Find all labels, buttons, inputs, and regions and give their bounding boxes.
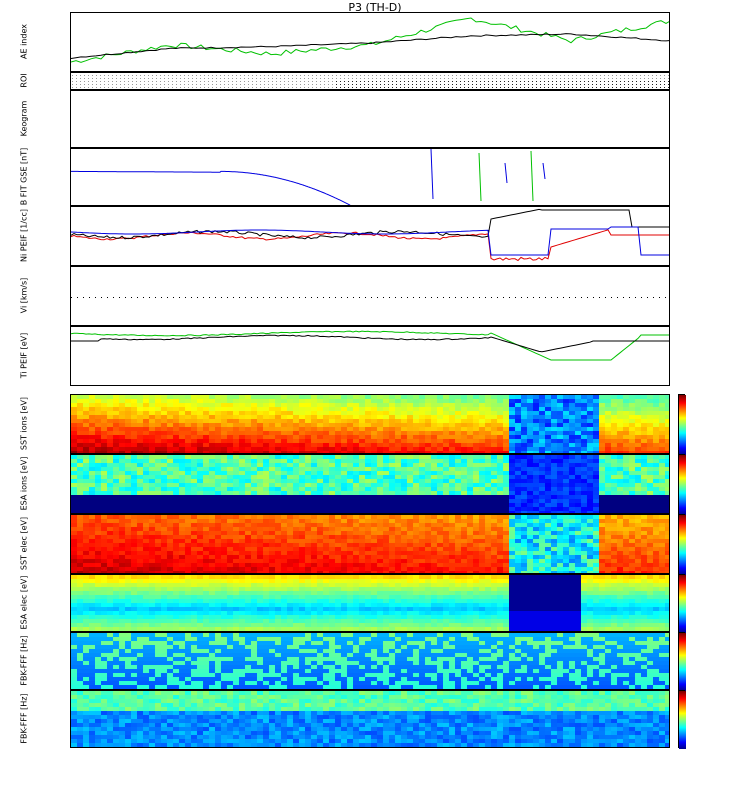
panel-ti (70, 326, 670, 386)
keogram-plot (71, 91, 670, 148)
ni-ylabel: Ni PEIF [1/cc] (19, 209, 29, 262)
panel-ni (70, 206, 670, 266)
panel-esa_elec (70, 574, 670, 632)
panel-keogram (70, 90, 670, 148)
sst_elec-plot (71, 515, 669, 573)
colorbar (678, 632, 686, 691)
panel-sst_ion (70, 394, 670, 454)
keogram-ylabel: Keogram (19, 100, 29, 137)
colorbar (678, 514, 686, 575)
panel-fbk_ffr (70, 690, 670, 748)
panel-roi (70, 72, 670, 90)
colorbar (678, 690, 686, 749)
colorbar (678, 394, 686, 455)
fbk_fff-ylabel: FBK-FFF [Hz] (19, 635, 29, 686)
roi-plot (72, 75, 669, 88)
fbk_ffr-plot (71, 691, 669, 747)
bfit-ylabel: B FIT GSE [nT] (19, 147, 29, 206)
fbk_ffr-ylabel: FBK-FFF [Hz] (19, 693, 29, 744)
sst_ion-ylabel: SST ions [eV] (19, 396, 29, 451)
colorbar (678, 574, 686, 633)
sst_ion-plot (71, 395, 669, 453)
sst_elec-ylabel: SST elec [eV] (19, 516, 29, 571)
ae-plot (71, 17, 669, 63)
esa_elec-plot (71, 575, 669, 631)
panel-fbk_fff (70, 632, 670, 690)
ni-plot (71, 208, 669, 262)
series-line-themis (71, 33, 669, 59)
ti-ylabel: Ti PEIF [eV] (19, 332, 29, 379)
series-line-kyoto (71, 17, 669, 63)
panel-esa_ion (70, 454, 670, 514)
esa_ion-plot (71, 455, 669, 513)
fbk_fff-plot (71, 633, 669, 689)
panel-sst_elec (70, 514, 670, 574)
panel-bfit (70, 148, 670, 206)
roi-ylabel: ROI (19, 73, 29, 88)
bfit-plot (71, 149, 546, 205)
ae-ylabel: AE index (19, 24, 29, 59)
vi-ylabel: Vi [km/s] (19, 277, 29, 314)
panel-vi (70, 266, 670, 326)
ti-plot (71, 330, 669, 361)
vi-plot (71, 297, 666, 298)
panel-ae (70, 12, 670, 72)
esa_elec-ylabel: ESA elec [eV] (19, 575, 29, 630)
esa_ion-ylabel: ESA ions [eV] (19, 456, 29, 511)
colorbar (678, 454, 686, 515)
plot-title: P3 (TH-D) (348, 1, 402, 14)
